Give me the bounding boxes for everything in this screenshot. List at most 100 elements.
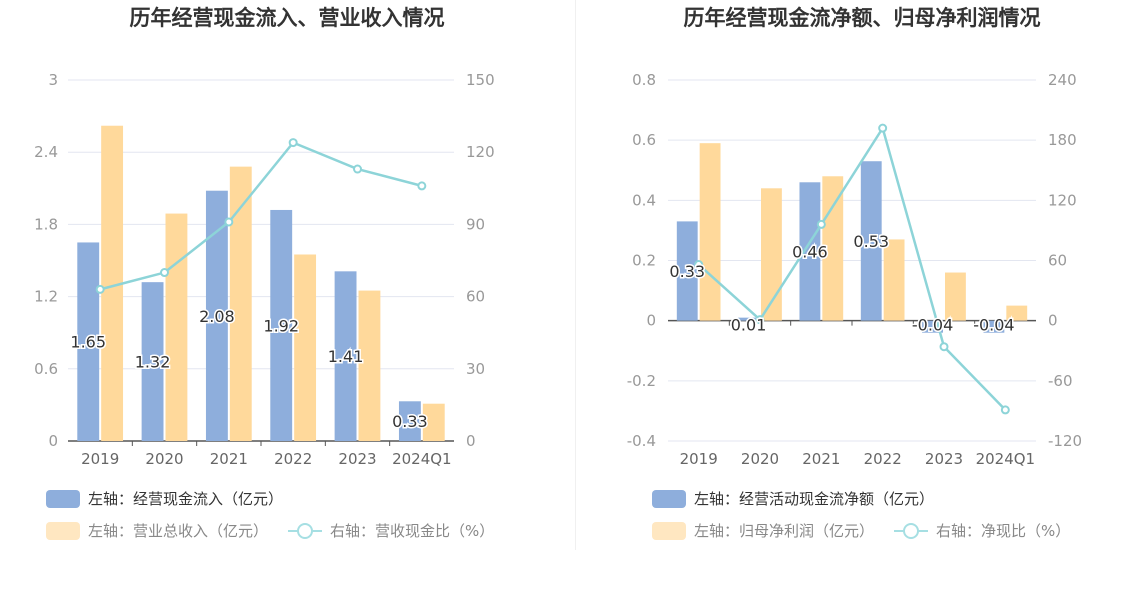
legend-swatch [46, 521, 80, 540]
bar-primary [77, 242, 100, 441]
legend-row-2: 左轴：归母净利润（亿元） 右轴：净现比（%） [652, 520, 1070, 541]
bar-primary [205, 190, 228, 441]
bar-primary [270, 209, 293, 441]
line-point [878, 123, 888, 133]
legend-row-2: 左轴：营业总收入（亿元） 右轴：营收现金比（%） [46, 520, 494, 541]
chart-svg: -0.4 -0.2 0 0.2 0.4 0.6 0.8 -120 -60 0 60 120 180 240… [627, 71, 1082, 468]
y-tick-left: 2.4 [34, 143, 58, 161]
line-point [1000, 405, 1010, 415]
legend-label: 左轴：经营活动现金流净额（亿元） [694, 490, 935, 508]
y-tick-right: 180 [1048, 131, 1077, 149]
line-point [353, 164, 362, 174]
legend-item-series-3[interactable]: 右轴：营收现金比（%） [288, 520, 494, 541]
legend-swatch [652, 489, 686, 508]
y-tick-right: -60 [1048, 372, 1073, 390]
data-label: 1.92 [263, 316, 299, 335]
y-tick-right: 0 [1048, 312, 1058, 330]
data-label: 0.01 [731, 316, 767, 335]
x-tick-label: 2024Q1 [976, 450, 1036, 468]
legend-label: 左轴：归母净利润（亿元） [694, 522, 875, 540]
legend-line-icon [288, 522, 323, 540]
chart-title: 历年经营现金流净额、归母净利润情况 [683, 6, 1041, 30]
bar-secondary [422, 403, 445, 441]
legend-label: 右轴：净现比（%） [936, 522, 1071, 540]
bar-secondary [1006, 305, 1028, 321]
y-tick-right: -120 [1048, 432, 1082, 450]
bar-secondary [761, 188, 782, 321]
legend-item-series-3[interactable]: 右轴：净现比（%） [894, 520, 1070, 541]
line-point [288, 138, 298, 148]
legend-item-series-2[interactable]: 左轴：归母净利润（亿元） [652, 520, 874, 541]
data-label: 0.53 [853, 232, 889, 251]
y-tick-left: 0.8 [632, 71, 656, 89]
y-tick-left: 1.2 [34, 288, 58, 306]
y-tick-right: 0 [466, 432, 476, 450]
bar-primary [983, 320, 1005, 333]
data-label: 1.41 [328, 347, 364, 366]
x-tick-label: 2021 [802, 450, 840, 468]
legend-item-series-1[interactable]: 左轴：经营活动现金流净额（亿元） [652, 488, 934, 509]
line-point [417, 181, 427, 191]
x-tick-label: 2019 [680, 450, 718, 468]
legend-swatch [652, 521, 686, 540]
bar-secondary [883, 239, 905, 321]
y-tick-right: 30 [466, 360, 485, 378]
bar-primary [799, 182, 821, 321]
legend-swatch [46, 489, 80, 508]
bar-primary [141, 282, 164, 441]
x-tick-label: 2021 [210, 450, 248, 468]
y-tick-right: 90 [466, 215, 485, 233]
legend-label: 左轴：营业总收入（亿元） [88, 522, 269, 540]
x-tick-label: 2020 [145, 450, 183, 468]
x-tick-label: 2022 [274, 450, 312, 468]
y-tick-left: 0.6 [632, 131, 656, 149]
line-point [160, 268, 169, 278]
panel-divider [575, 0, 576, 550]
bar-primary [334, 271, 357, 441]
y-tick-right: 60 [466, 288, 485, 306]
data-label: 1.65 [70, 333, 106, 352]
x-tick-label: 2024Q1 [392, 450, 452, 468]
bar-primary [860, 161, 882, 321]
chart-panel-netcash-profit: 历年经营现金流净额、归母净利润情况 -0.4 -0.2 0 0.2 0.4 0.6 0.8-… [576, 0, 1148, 560]
chart-title: 历年经营现金流入、营业收入情况 [129, 6, 445, 30]
bar-secondary [229, 166, 252, 441]
y-tick-left: -0.2 [627, 372, 656, 390]
bar-primary [676, 221, 698, 321]
data-label: 1.32 [135, 353, 171, 372]
bar-secondary [358, 290, 381, 441]
legend-label: 右轴：营收现金比（%） [330, 522, 495, 540]
data-label: 0.33 [392, 412, 428, 431]
bar-secondary [165, 213, 188, 441]
bar-secondary [294, 254, 317, 441]
bar-secondary [699, 143, 721, 321]
data-label: 0.33 [669, 262, 705, 281]
y-tick-right: 150 [466, 71, 495, 89]
y-tick-left: 3 [48, 71, 58, 89]
bar-secondary [945, 272, 966, 321]
data-label: -0.04 [912, 316, 953, 335]
data-label: 2.08 [199, 307, 235, 326]
x-tick-label: 2019 [81, 450, 119, 468]
x-tick-label: 2023 [338, 450, 376, 468]
y-tick-right: 120 [466, 143, 495, 161]
y-tick-left: 0 [646, 312, 656, 330]
y-tick-left: -0.4 [627, 432, 656, 450]
legend-item-series-1[interactable]: 左轴：经营现金流入（亿元） [46, 488, 283, 509]
line-point [816, 219, 826, 229]
legend-line-icon [894, 522, 929, 540]
line-series [99, 141, 423, 291]
legend-item-series-2[interactable]: 左轴：营业总收入（亿元） [46, 520, 268, 541]
y-tick-right: 240 [1048, 71, 1077, 89]
line-point [939, 342, 949, 352]
y-tick-left: 0.4 [632, 191, 656, 209]
legend-label: 左轴：经营现金流入（亿元） [88, 490, 284, 508]
bar-primary [738, 317, 759, 321]
y-tick-right: 120 [1048, 191, 1077, 209]
chart-panel-cashflow-revenue: 历年经营现金流入、营业收入情况 0 0.6 1.2 1.8 2.4 3 0 30 60 90 120… [0, 0, 574, 560]
data-label: 0.46 [792, 242, 828, 261]
line-series [697, 125, 1007, 411]
line-point [694, 260, 704, 270]
y-tick-left: 1.8 [34, 215, 58, 233]
